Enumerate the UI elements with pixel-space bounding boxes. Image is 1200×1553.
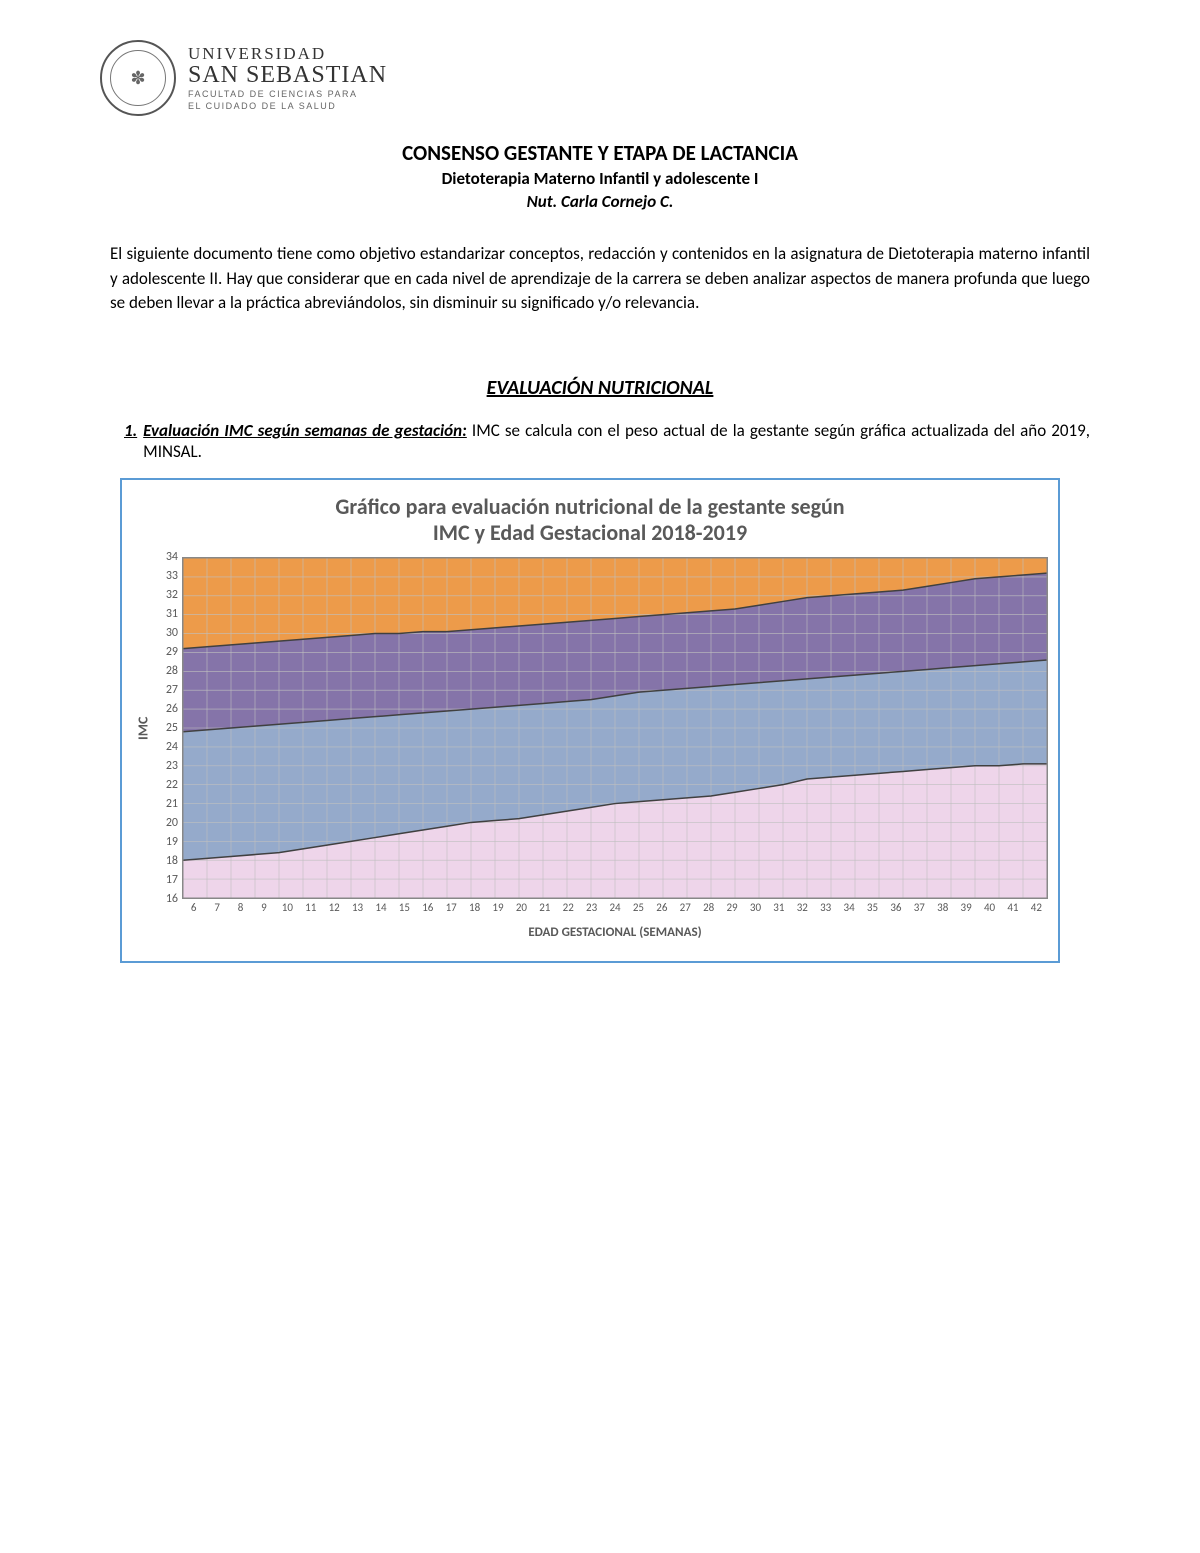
imc-chart-frame: Gráfico para evaluación nutricional de l… <box>120 478 1060 963</box>
chart-svg <box>183 558 1047 898</box>
plot-area <box>182 557 1048 899</box>
numbered-item-1: 1. Evaluación IMC según semanas de gesta… <box>124 420 1090 462</box>
y-ticks: 34333231302928272625242322212019181716 <box>154 557 182 899</box>
chart-body: IMC 343332313029282726252423222120191817… <box>132 557 1048 947</box>
title-block: CONSENSO GESTANTE Y ETAPA DE LACTANCIA D… <box>100 140 1100 212</box>
document-subtitle: Dietoterapia Materno Infantil y adolesce… <box>100 168 1100 189</box>
document-page: ✽ UNIVERSIDAD SAN SEBASTIAN FACULTAD DE … <box>0 0 1200 1553</box>
institution-seal-icon: ✽ <box>100 40 176 116</box>
intro-paragraph: El siguiente documento tiene como objeti… <box>110 242 1090 316</box>
institution-header: ✽ UNIVERSIDAD SAN SEBASTIAN FACULTAD DE … <box>100 40 1100 116</box>
document-title: CONSENSO GESTANTE Y ETAPA DE LACTANCIA <box>100 140 1100 166</box>
document-author: Nut. Carla Cornejo C. <box>100 191 1100 212</box>
chart-title-line1: Gráfico para evaluación nutricional de l… <box>335 493 844 520</box>
chart-title-line2: IMC y Edad Gestacional 2018-2019 <box>433 519 747 546</box>
x-ticks: 6789101112131415161718192021222324252627… <box>182 899 1048 919</box>
university-label: UNIVERSIDAD <box>188 45 387 63</box>
item-lead: Evaluación IMC según semanas de gestació… <box>143 420 467 441</box>
item-body: Evaluación IMC según semanas de gestació… <box>143 420 1090 462</box>
seal-inner-icon: ✽ <box>110 50 166 106</box>
item-number: 1. <box>124 420 137 462</box>
section-heading: EVALUACIÓN NUTRICIONAL <box>100 376 1100 400</box>
university-name: SAN SEBASTIAN <box>188 63 387 88</box>
x-axis-label: EDAD GESTACIONAL (SEMANAS) <box>182 919 1048 947</box>
faculty-line2: EL CUIDADO DE LA SALUD <box>188 102 387 111</box>
institution-text: UNIVERSIDAD SAN SEBASTIAN FACULTAD DE CI… <box>188 45 387 111</box>
y-axis-label: IMC <box>132 557 154 899</box>
faculty-line1: FACULTAD DE CIENCIAS PARA <box>188 90 387 99</box>
chart-title: Gráfico para evaluación nutricional de l… <box>132 494 1048 547</box>
